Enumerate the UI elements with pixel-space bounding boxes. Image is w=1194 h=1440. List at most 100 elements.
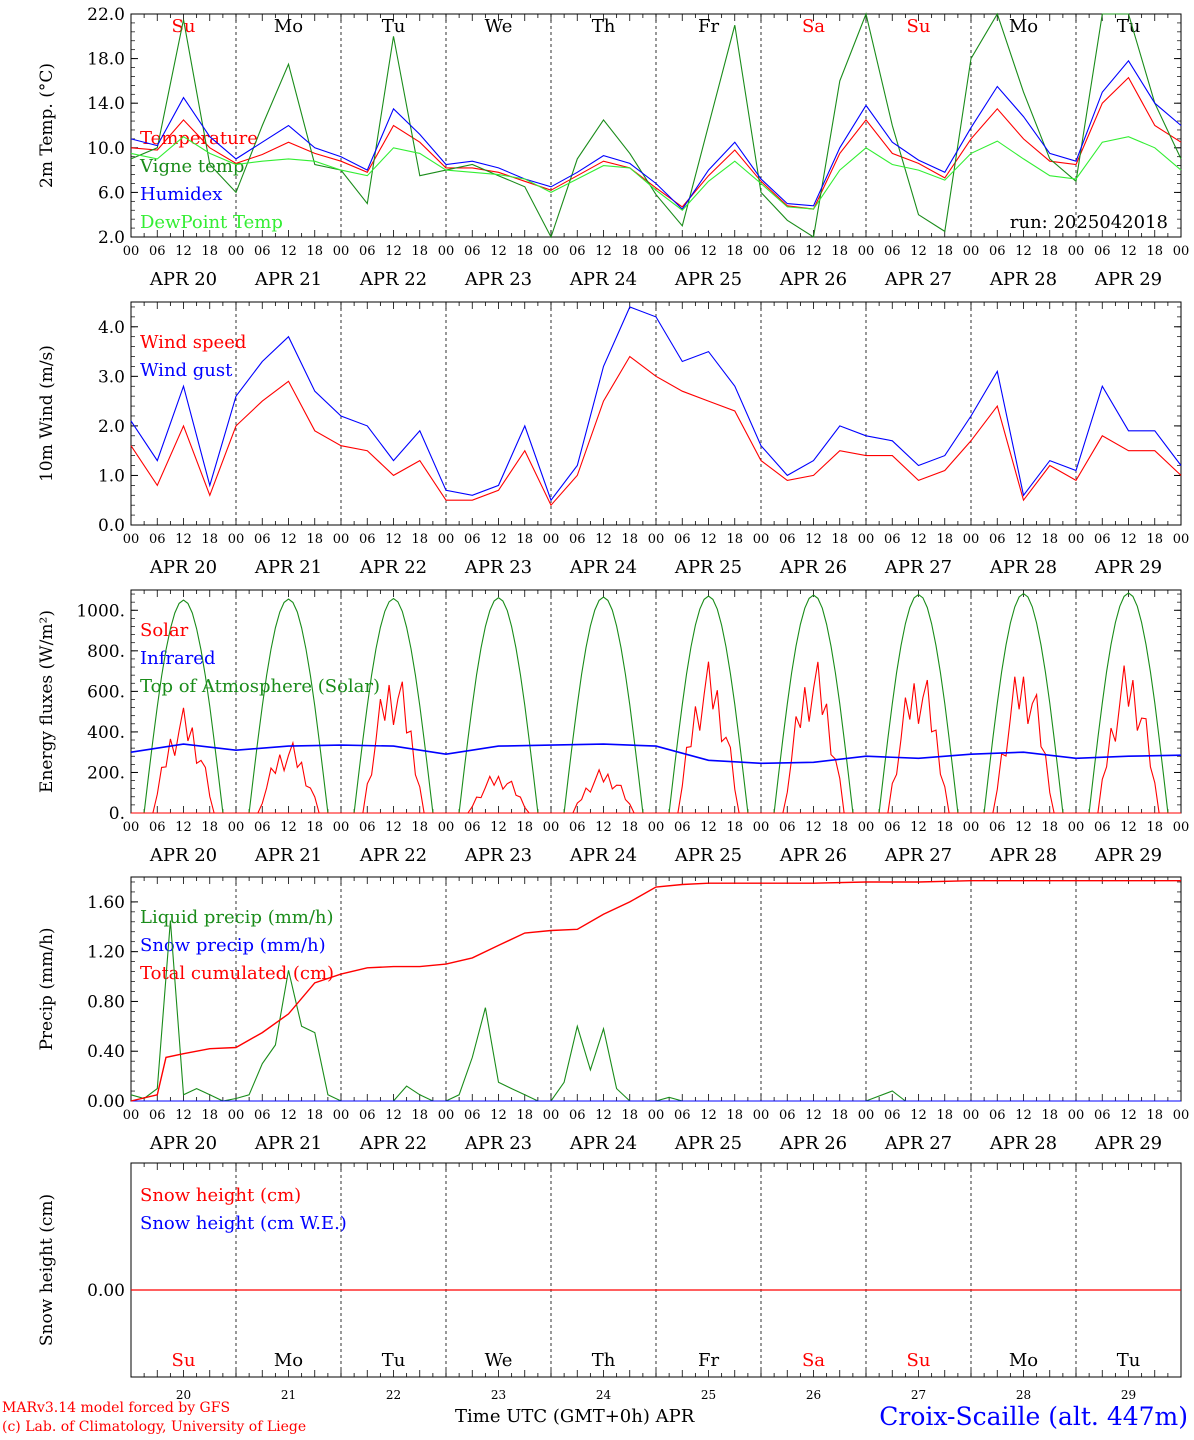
- lab-credit: (c) Lab. of Climatology, University of L…: [2, 1419, 307, 1435]
- hour-tick-label: 00: [1068, 820, 1085, 835]
- hour-tick-label: 00: [438, 532, 455, 547]
- hour-tick-label: 12: [805, 244, 822, 259]
- y-tick-label: 0.00: [87, 1092, 125, 1112]
- hour-tick-label: 18: [411, 244, 428, 259]
- series-solar: [782, 661, 845, 814]
- y-tick-label: 1000.: [76, 601, 125, 621]
- hour-tick-label: 06: [464, 244, 481, 259]
- date-label: APR 22: [359, 1133, 427, 1154]
- hour-tick-label: 18: [1146, 532, 1163, 547]
- date-label: APR 21: [254, 1133, 322, 1154]
- hour-tick-label: 00: [333, 532, 350, 547]
- y-axis-label: Precip (mm/h): [37, 927, 57, 1050]
- hour-tick-label: 12: [490, 244, 507, 259]
- y-tick-label: 200.: [87, 763, 125, 783]
- series-solar: [992, 676, 1055, 814]
- hour-tick-label: 00: [963, 532, 980, 547]
- weekday-label-bottom: Su: [172, 1350, 196, 1371]
- hour-tick-label: 06: [779, 1108, 796, 1123]
- hour-tick-label: 12: [805, 532, 822, 547]
- weekday-label-bottom: Sa: [802, 1350, 825, 1371]
- hour-tick-label: 00: [858, 532, 875, 547]
- series-solar: [677, 661, 740, 814]
- hour-tick-label: 06: [674, 1108, 691, 1123]
- series-solar: [572, 768, 635, 814]
- hour-tick-label: 12: [1120, 820, 1137, 835]
- hour-tick-label: 12: [385, 820, 402, 835]
- hour-tick-label: 12: [280, 244, 297, 259]
- hour-tick-label: 18: [516, 244, 533, 259]
- hour-tick-label: 12: [1015, 1108, 1032, 1123]
- hour-tick-label: 00: [438, 820, 455, 835]
- day-number-label: 24: [596, 1388, 612, 1402]
- series-top-of-atmosphere: [143, 599, 224, 814]
- series-top-of-atmosphere: [983, 592, 1064, 814]
- day-number-label: 20: [176, 1388, 191, 1402]
- footer: MARv3.14 model forced by GFS (c) Lab. of…: [0, 1398, 1194, 1440]
- hour-tick-label: 06: [254, 532, 271, 547]
- hour-tick-label: 12: [700, 532, 717, 547]
- date-label: APR 21: [254, 557, 322, 578]
- hour-tick-label: 12: [490, 532, 507, 547]
- hour-tick-label: 12: [910, 532, 927, 547]
- date-label: APR 20: [149, 1133, 217, 1154]
- legend-entry: Vigne temp: [139, 156, 244, 177]
- date-label: APR 24: [569, 557, 637, 578]
- y-axis-label: Snow height (cm): [37, 1194, 57, 1346]
- hour-tick-label: 06: [989, 532, 1006, 547]
- date-label: APR 29: [1094, 845, 1162, 866]
- date-label: APR 26: [779, 557, 847, 578]
- date-label: APR 27: [884, 557, 952, 578]
- hour-tick-label: 06: [149, 532, 166, 547]
- hour-tick-label: 00: [123, 244, 140, 259]
- date-label: APR 26: [779, 845, 847, 866]
- day-number-label: 23: [491, 1388, 506, 1402]
- legend-entry: Snow height (cm): [140, 1185, 301, 1206]
- hour-tick-label: 00: [543, 244, 560, 259]
- hour-tick-label: 00: [123, 1108, 140, 1123]
- hour-tick-label: 00: [333, 244, 350, 259]
- legend-entry: Top of Atmosphere (Solar): [140, 676, 380, 697]
- hour-tick-label: 06: [359, 1108, 376, 1123]
- hour-tick-label: 06: [464, 532, 481, 547]
- weekday-label-bottom: We: [485, 1350, 513, 1371]
- hour-tick-label: 00: [1173, 532, 1190, 547]
- y-axis-label: 10m Wind (m/s): [37, 345, 57, 482]
- date-label: APR 23: [464, 845, 532, 866]
- hour-tick-label: 18: [306, 1108, 323, 1123]
- day-number-label: 25: [701, 1388, 716, 1402]
- day-number-label: 27: [911, 1388, 926, 1402]
- hour-tick-label: 00: [648, 1108, 665, 1123]
- hour-tick-label: 18: [621, 820, 638, 835]
- date-label: APR 23: [464, 1133, 532, 1154]
- hour-tick-label: 00: [963, 244, 980, 259]
- hour-tick-label: 12: [700, 820, 717, 835]
- hour-tick-label: 00: [1173, 1108, 1190, 1123]
- hour-tick-label: 06: [464, 1108, 481, 1123]
- date-label: APR 26: [779, 1133, 847, 1154]
- hour-tick-label: 06: [779, 532, 796, 547]
- series-solar: [887, 679, 950, 814]
- hour-tick-label: 06: [254, 1108, 271, 1123]
- weekday-label-bottom: Tu: [382, 1350, 406, 1371]
- hour-tick-label: 18: [936, 820, 953, 835]
- weekday-label-top: Sa: [802, 16, 825, 37]
- hour-tick-label: 12: [700, 1108, 717, 1123]
- hour-tick-label: 12: [910, 820, 927, 835]
- y-tick-label: 1.20: [87, 943, 125, 963]
- date-label: APR 28: [989, 557, 1057, 578]
- date-label: APR 21: [254, 845, 322, 866]
- series-infrared: [130, 743, 1182, 765]
- series-top-of-atmosphere: [668, 595, 749, 814]
- legend-entry: Infrared: [140, 648, 215, 669]
- hour-tick-label: 06: [1094, 532, 1111, 547]
- legend-entry: Snow precip (mm/h): [140, 935, 326, 956]
- hour-tick-label: 12: [490, 1108, 507, 1123]
- hour-tick-label: 18: [726, 532, 743, 547]
- hour-tick-label: 00: [1068, 1108, 1085, 1123]
- series-top-of-atmosphere: [353, 597, 434, 814]
- panel-5: Snow height (cm) 0.00 Snow height (cm) Snow…: [37, 1162, 1182, 1378]
- date-label: APR 28: [989, 269, 1057, 290]
- series-vigne-temp: [130, 12, 1182, 239]
